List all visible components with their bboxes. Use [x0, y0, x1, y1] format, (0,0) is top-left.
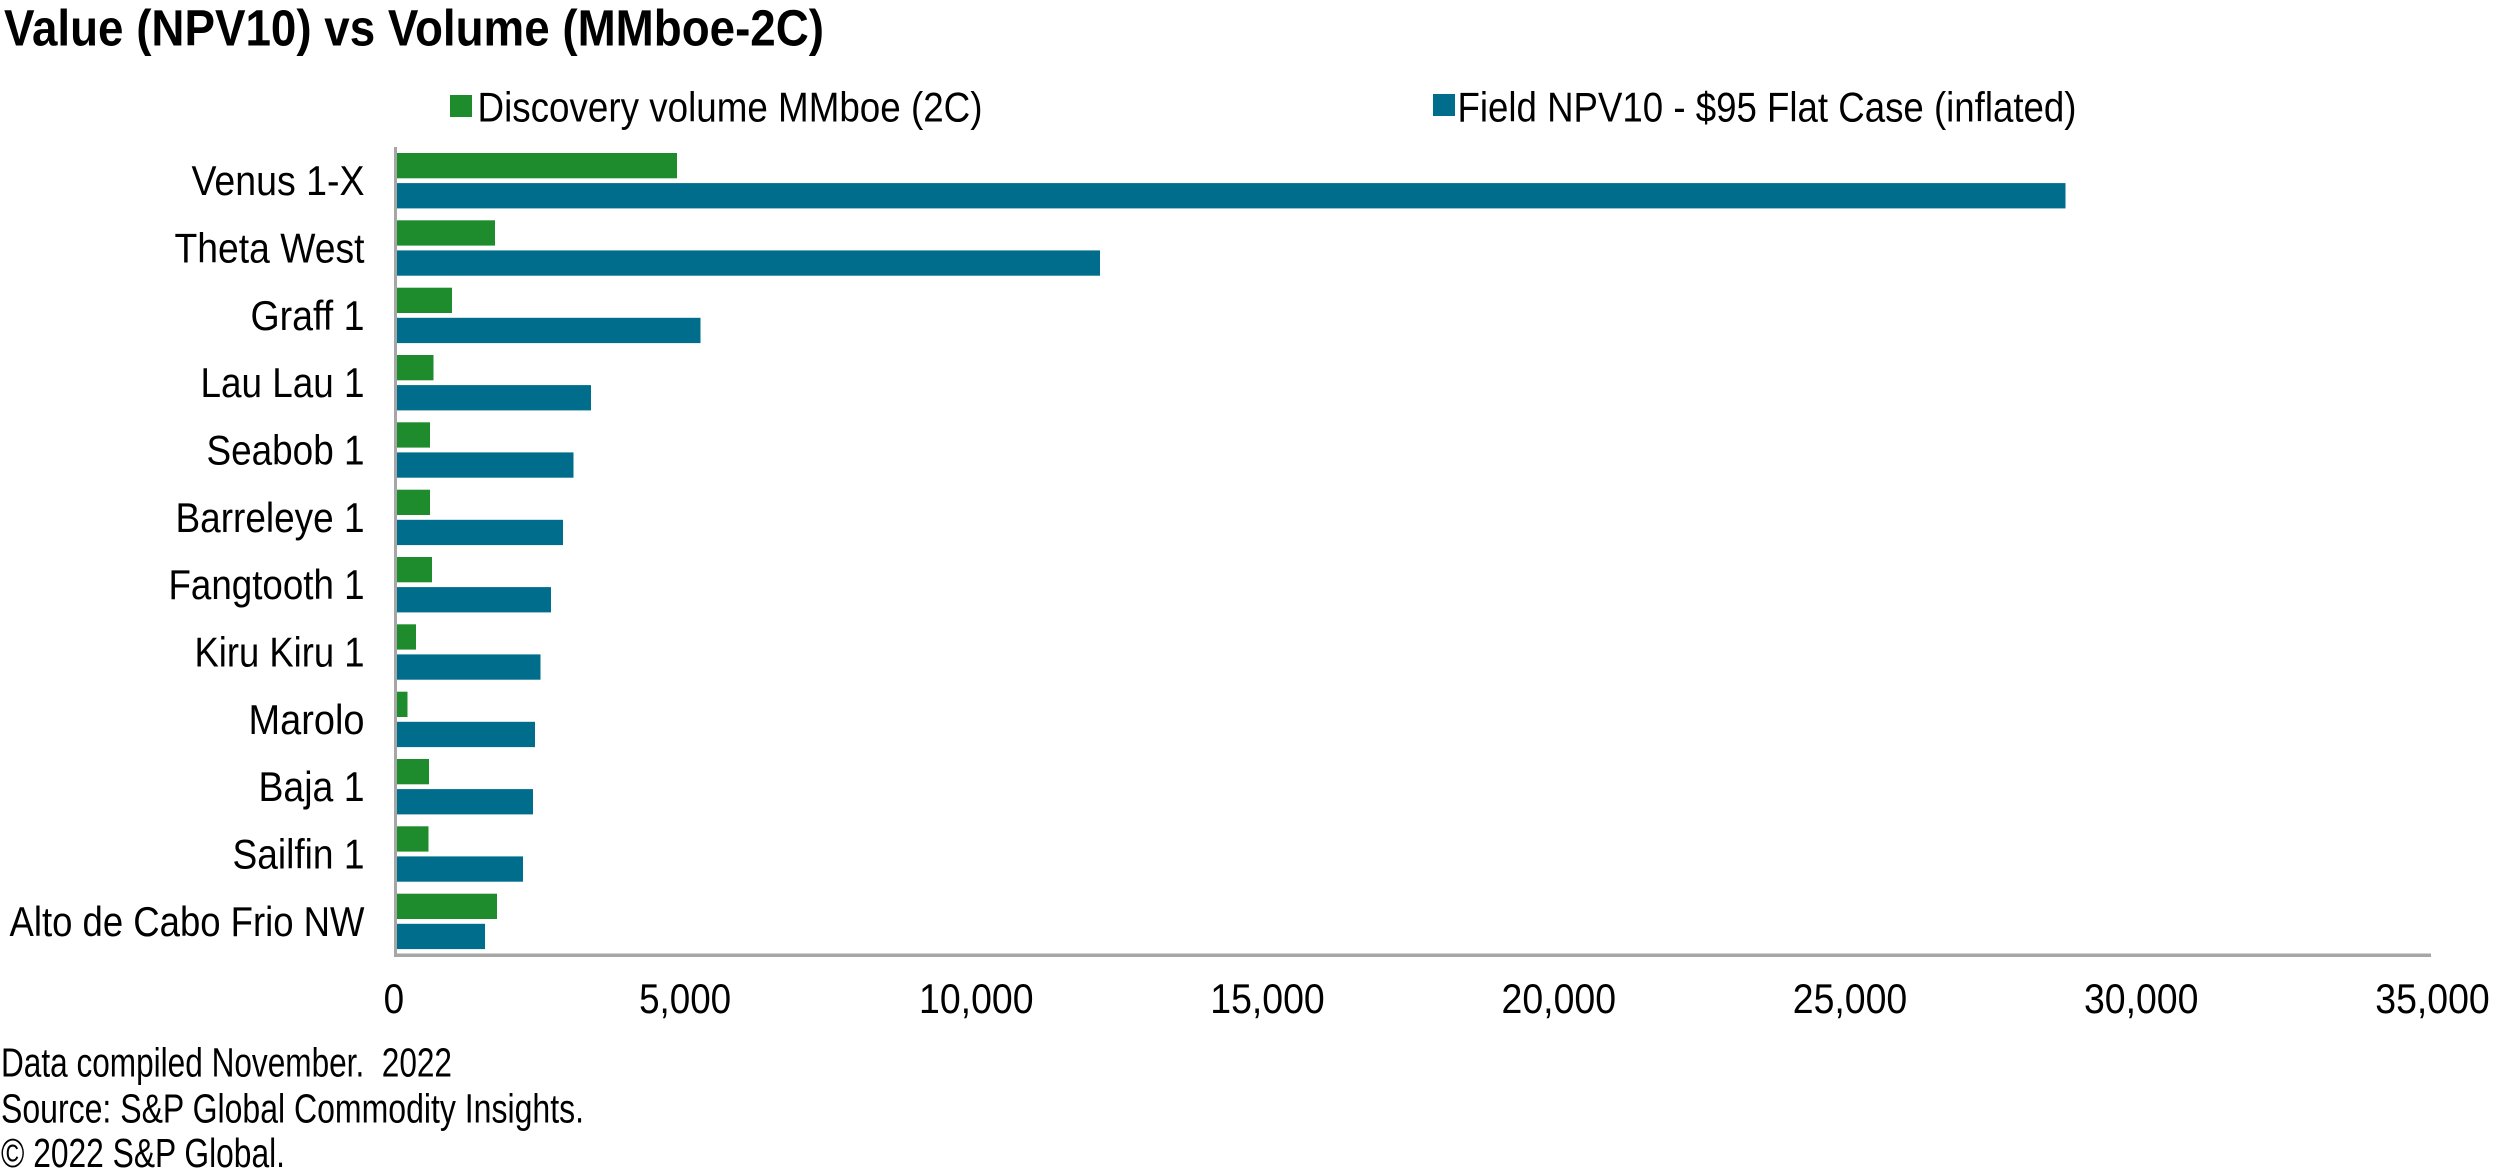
svg-text:Sailfin 1: Sailfin 1: [233, 831, 365, 878]
svg-text:Kiru Kiru 1: Kiru Kiru 1: [195, 629, 365, 676]
svg-text:Theta West: Theta West: [175, 225, 365, 272]
svg-text:10,000: 10,000: [919, 975, 1034, 1022]
svg-text:Alto de Cabo Frio NW: Alto de Cabo Frio NW: [10, 898, 365, 945]
svg-text:Field NPV10 - $95 Flat Case (i: Field NPV10 - $95 Flat Case (inflated): [1458, 84, 2077, 131]
svg-text:35,000: 35,000: [2375, 975, 2490, 1022]
svg-text:Data compiled November. 2022: Data compiled November. 2022: [1, 1040, 452, 1086]
svg-text:Barreleye 1: Barreleye 1: [176, 494, 365, 541]
svg-text:Source: S&P Global Commodity I: Source: S&P Global Commodity Insights.: [1, 1086, 584, 1132]
svg-text:25,000: 25,000: [1793, 975, 1908, 1022]
svg-text:Marolo: Marolo: [249, 696, 365, 743]
svg-text:Baja 1: Baja 1: [259, 763, 365, 810]
svg-text:Fangtooth 1: Fangtooth 1: [169, 561, 365, 608]
svg-text:Value (NPV10) vs Volume (MMboe: Value (NPV10) vs Volume (MMboe-2C): [4, 0, 824, 57]
svg-text:Seabob 1: Seabob 1: [207, 427, 365, 474]
svg-text:5,000: 5,000: [639, 975, 731, 1022]
svg-text:15,000: 15,000: [1210, 975, 1325, 1022]
svg-text:Graff 1: Graff 1: [251, 292, 365, 339]
svg-text:© 2022 S&P Global.: © 2022 S&P Global.: [1, 1130, 285, 1171]
svg-text:0: 0: [384, 975, 405, 1022]
svg-text:Venus 1-X: Venus 1-X: [192, 157, 365, 204]
svg-text:20,000: 20,000: [1502, 975, 1617, 1022]
svg-text:30,000: 30,000: [2084, 975, 2199, 1022]
svg-text:Lau Lau 1: Lau Lau 1: [201, 359, 365, 406]
svg-text:Discovery volume MMboe (2C): Discovery volume MMboe (2C): [478, 84, 983, 131]
